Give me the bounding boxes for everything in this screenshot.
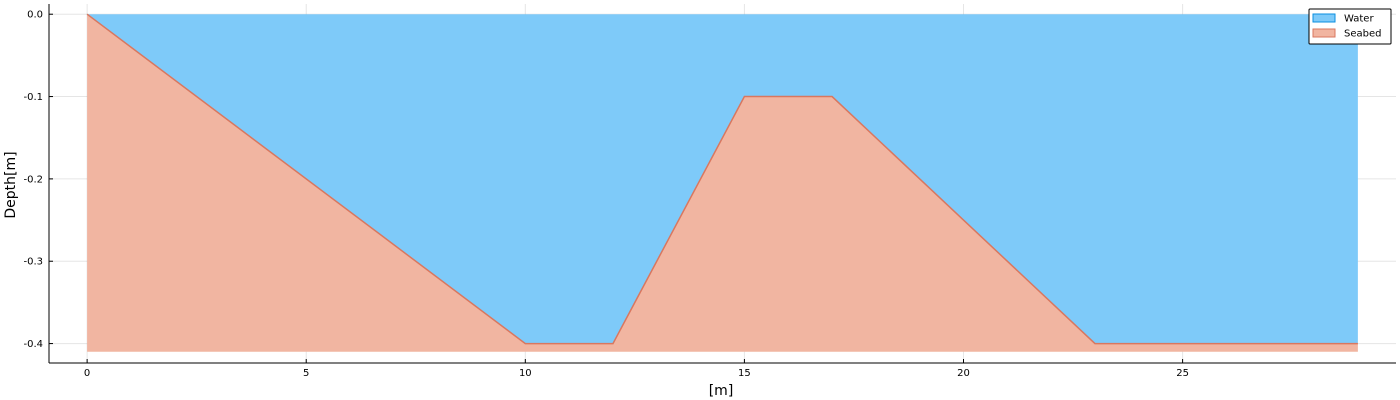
water-area: [87, 14, 1358, 344]
y-tick-label: -0.1: [23, 92, 43, 103]
legend-label-seabed: Seabed: [1344, 29, 1381, 40]
axes: [48, 4, 1396, 364]
x-tick-label: 10: [519, 368, 532, 379]
y-axis-label: Depth[m]: [3, 151, 19, 218]
y-tick-label: -0.2: [23, 174, 43, 185]
y-tick-label: 0.0: [27, 10, 43, 21]
tick-labels: 0 5 10 15 20 25 0.0 -0.1 -0.2 -0.3 -0.4: [23, 10, 1188, 379]
x-tick-label: 0: [84, 368, 90, 379]
y-tick-label: -0.4: [23, 339, 43, 350]
y-tick-label: -0.3: [23, 257, 43, 268]
x-tick-label: 25: [1176, 368, 1189, 379]
legend-swatch-water: [1312, 13, 1336, 23]
legend: Water Seabed: [1308, 8, 1392, 45]
x-tick-label: 15: [738, 368, 751, 379]
legend-label-water: Water: [1344, 14, 1374, 25]
x-axis-label: [m]: [709, 383, 734, 399]
area-fills: [86, 13, 1358, 352]
x-tick-label: 5: [303, 368, 309, 379]
seabed-line: [86, 13, 1358, 345]
legend-swatch-seabed: [1312, 28, 1336, 38]
seabed-area: [87, 14, 1358, 352]
x-tick-label: 20: [957, 368, 970, 379]
